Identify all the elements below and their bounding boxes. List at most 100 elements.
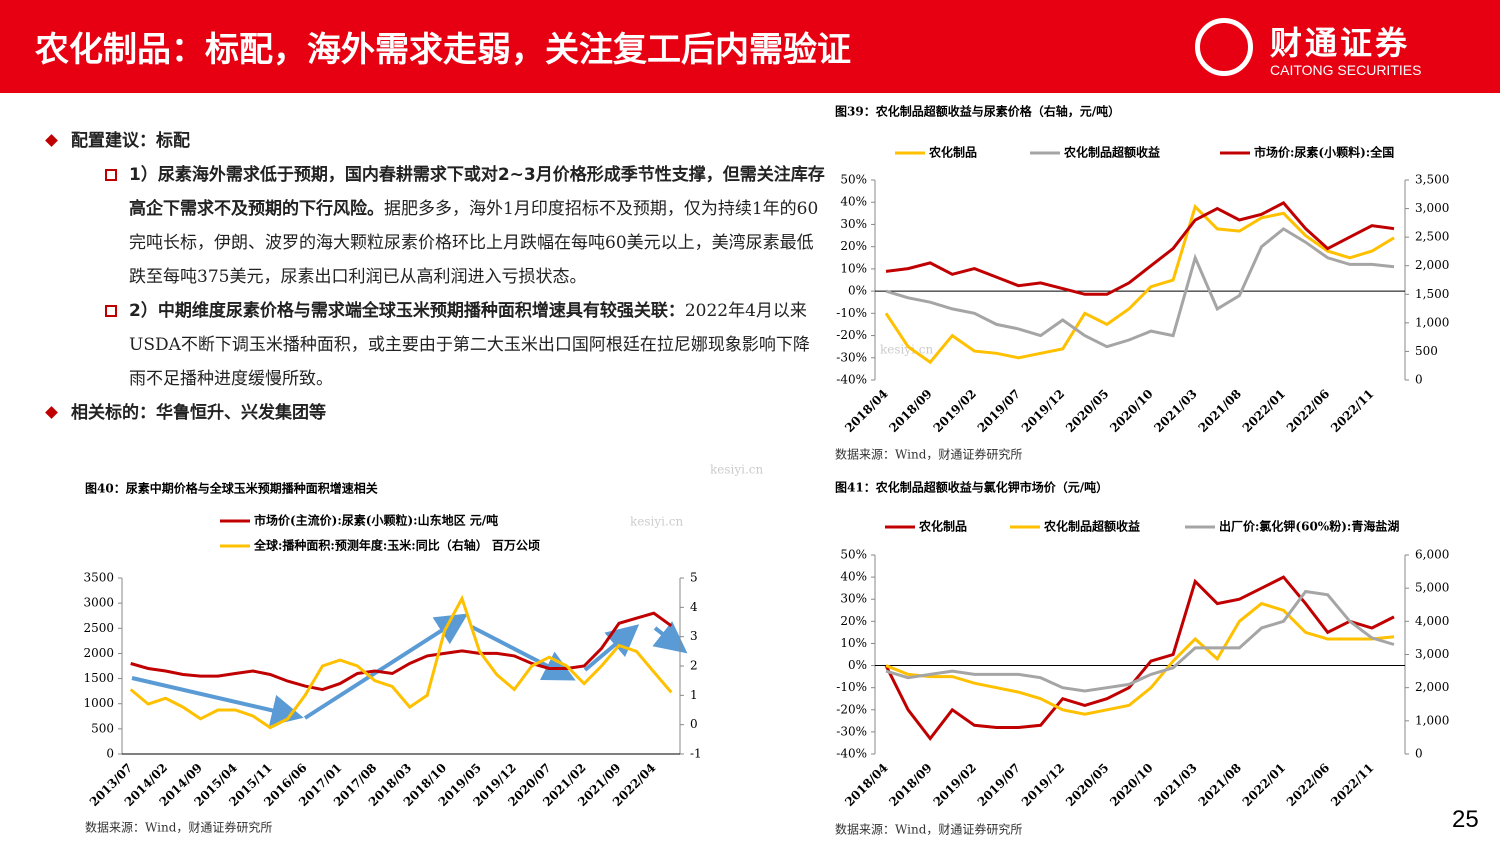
bullet: 2）中期维度尿素价格与需求端全球玉米预期播种面积增速具有较强关联：2022年4月… xyxy=(103,294,825,396)
logo-icon xyxy=(1195,18,1253,76)
legend-label: 全球:播种面积:预测年度:玉米:同比（右轴） 百万公顷 xyxy=(253,538,540,553)
x-tick-label: 2018/09 xyxy=(886,761,934,809)
x-tick-label: 2018/04 xyxy=(842,761,890,809)
trend-arrows xyxy=(131,613,688,727)
y-tick-label: 30% xyxy=(840,592,867,606)
series-line xyxy=(885,201,1395,296)
x-tick-label: 2019/12 xyxy=(1019,761,1067,809)
x-tick-label: 2019/02 xyxy=(931,387,979,435)
series-line xyxy=(885,227,1395,349)
chart-title: 图41：农化制品超额收益与氯化钾市场价（元/吨） xyxy=(835,480,1108,495)
x-tick-label: 2022/11 xyxy=(1328,761,1376,809)
watermark: kesiyi.cn xyxy=(630,515,684,529)
x-tick-label: 2022/01 xyxy=(1240,761,1288,809)
y2-tick-label: 4 xyxy=(690,600,698,614)
y2-tick-label: 1,500 xyxy=(1415,287,1449,301)
legend-label: 市场价:尿素(小颗料):全国 xyxy=(1254,145,1394,160)
y-tick-label: 20% xyxy=(840,614,867,628)
y-tick-label: 2000 xyxy=(83,646,114,660)
y-tick-label: 0% xyxy=(848,284,867,298)
y-tick-label: 500 xyxy=(91,721,114,735)
watermark: kesiyi.cn xyxy=(880,343,934,357)
logo-en: CAITONG SECURITIES xyxy=(1270,62,1422,78)
source: 数据来源：Wind，财通证券研究所 xyxy=(835,447,1022,462)
x-tick-label: 2020/10 xyxy=(1107,387,1155,435)
y2-tick-label: -1 xyxy=(690,747,702,761)
y-tick-label: 40% xyxy=(840,195,867,209)
x-tick-label: 2021/03 xyxy=(1151,761,1199,809)
y2-tick-label: 4,000 xyxy=(1415,614,1449,628)
series-line xyxy=(884,575,1395,741)
y-tick-label: -10% xyxy=(836,680,867,694)
legend-label: 农化制品 xyxy=(928,145,977,160)
bullet: 1）尿素海外需求低于预期，国内春耕需求下或对2~3月价格形成季节性支撑，但需关注… xyxy=(103,158,825,294)
x-tick-label: 2022/01 xyxy=(1240,387,1288,435)
x-tick-label: 2022/06 xyxy=(1284,387,1332,435)
chart-title: 图39：农化制品超额收益与尿素价格（右轴，元/吨） xyxy=(835,104,1120,119)
y-tick-label: -40% xyxy=(836,373,867,387)
y2-tick-label: 0 xyxy=(690,717,698,731)
y2-tick-label: 2,500 xyxy=(1415,230,1449,244)
y2-tick-label: 2,000 xyxy=(1415,258,1449,272)
y2-tick-label: 3,000 xyxy=(1415,647,1449,661)
x-tick-label: 2019/07 xyxy=(975,387,1023,435)
bold-text: 1）尿素海外需求低于预期，国内春耕需求下或对2~3月价格形成季节性支撑，但需关注… xyxy=(129,165,825,219)
logo: 财通证券 xyxy=(1270,24,1411,62)
series-line xyxy=(884,203,1395,365)
x-tick-label: 2019/12 xyxy=(1019,387,1067,435)
y-tick-label: 50% xyxy=(840,548,867,562)
y-tick-label: -20% xyxy=(836,702,867,716)
legend-label: 市场价(主流价):尿素(小颗粒):山东地区 元/吨 xyxy=(254,513,498,528)
x-tick-label: 2020/05 xyxy=(1063,387,1111,435)
y-tick-label: -30% xyxy=(836,724,867,738)
x-tick-label: 2021/08 xyxy=(1196,387,1244,435)
y2-tick-label: 1 xyxy=(690,688,698,702)
y-tick-label: 40% xyxy=(840,570,867,584)
y-tick-label: 1500 xyxy=(83,671,114,685)
y-tick-label: 0 xyxy=(106,747,114,761)
watermark: kesiyi.cn xyxy=(710,463,764,477)
y-tick-label: 30% xyxy=(840,217,867,231)
y2-tick-label: 500 xyxy=(1415,344,1438,358)
y-tick-label: -30% xyxy=(836,350,867,364)
page-number: 25 xyxy=(1452,806,1479,833)
body-text: 配置建议：标配 1）尿素海外需求低于预期，国内春耕需求下或对2~3月价格形成季节… xyxy=(45,124,825,430)
x-tick-label: 2018/09 xyxy=(886,387,934,435)
text: 据肥多多，海外1月印度招标不及预期，仅为持续1年的60完吨长标，伊朗、波罗的海大… xyxy=(129,199,819,287)
series-line xyxy=(129,594,673,730)
y2-tick-label: 5 xyxy=(690,571,698,585)
y-tick-label: 2500 xyxy=(83,621,114,635)
series-line xyxy=(885,589,1395,693)
x-tick-label: 2018/04 xyxy=(842,387,890,435)
y2-tick-label: 0 xyxy=(1415,747,1423,761)
chart-title: 图40：尿素中期价格与全球玉米预期播种面积增速相关 xyxy=(85,481,378,496)
y-tick-label: 3500 xyxy=(83,571,114,585)
y2-tick-label: 0 xyxy=(1415,373,1423,387)
source: 数据来源：Wind，财通证券研究所 xyxy=(85,820,272,835)
x-tick-label: 2019/07 xyxy=(975,761,1023,809)
y2-tick-label: 5,000 xyxy=(1415,581,1449,595)
y-tick-label: 50% xyxy=(840,173,867,187)
legend-label: 出厂价:氯化钾(60%粉):青海盐湖 xyxy=(1219,519,1399,534)
y-tick-label: 1000 xyxy=(83,696,114,710)
y-tick-label: 10% xyxy=(840,636,867,650)
legend-label: 农化制品超额收益 xyxy=(1043,519,1140,534)
source: 数据来源：Wind，财通证券研究所 xyxy=(835,822,1022,837)
legend-label: 农化制品超额收益 xyxy=(1063,145,1160,160)
series-line xyxy=(885,601,1395,716)
header: 农化制品：标配，海外需求走弱，关注复工后内需验证 财通证券 CAITONG SE… xyxy=(0,0,1500,93)
y2-tick-label: 2 xyxy=(690,659,698,673)
slide-title: 农化制品：标配，海外需求走弱，关注复工后内需验证 xyxy=(35,30,851,70)
series-line xyxy=(130,611,673,692)
y-tick-label: -40% xyxy=(836,747,867,761)
y2-tick-label: 6,000 xyxy=(1415,548,1449,562)
x-tick-label: 2021/03 xyxy=(1151,387,1199,435)
y-tick-label: 0% xyxy=(848,658,867,672)
bold-text: 2）中期维度尿素价格与需求端全球玉米预期播种面积增速具有较强关联： xyxy=(129,301,685,321)
x-tick-label: 2022/11 xyxy=(1328,387,1376,435)
bullet: 配置建议：标配 xyxy=(45,124,825,158)
y-tick-label: 10% xyxy=(840,261,867,275)
x-tick-label: 2020/10 xyxy=(1107,761,1155,809)
x-tick-label: 2021/08 xyxy=(1196,761,1244,809)
